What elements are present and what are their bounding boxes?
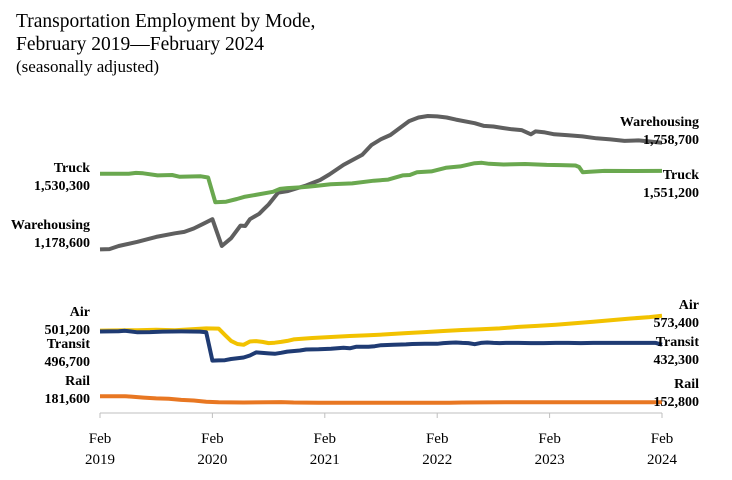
series-labels: Warehousing 1,178,600 Warehousing 1,758,700… (11, 115, 699, 410)
label-transit-end-name: Transit (656, 335, 700, 350)
label-rail-end-name: Rail (674, 377, 699, 392)
label-rail-end-value: 152,800 (654, 395, 700, 410)
chart-title: Transportation Employment by Mode, Febru… (16, 10, 315, 56)
label-warehousing-start-name: Warehousing (11, 218, 90, 233)
x-tick-label-month: Feb (314, 431, 337, 447)
label-truck-start-value: 1,530,300 (34, 179, 90, 194)
x-tick-label-year: 2021 (310, 452, 340, 468)
x-tick-label-month: Feb (651, 431, 674, 447)
series-line-air (99, 313, 663, 347)
x-tick-label-month: Feb (538, 431, 561, 447)
x-tick-label-year: 2023 (535, 452, 565, 468)
label-warehousing-end-value: 1,758,700 (643, 133, 699, 148)
series-line-transit (99, 328, 663, 363)
label-air-start-value: 501,200 (45, 323, 91, 338)
label-truck-end-name: Truck (663, 168, 700, 183)
label-rail-start-name: Rail (65, 374, 90, 389)
x-tick-label-year: 2022 (422, 452, 452, 468)
label-truck-start-name: Truck (54, 161, 91, 176)
label-transit-end-value: 432,300 (654, 353, 700, 368)
label-warehousing-start-value: 1,178,600 (34, 236, 90, 251)
label-transit-start-name: Transit (47, 337, 91, 352)
x-axis-ticks: Feb 2019 Feb 2020 Feb 2021 Feb 2022 Feb 2023 Feb 20… (85, 413, 678, 468)
x-tick-label-year: 2020 (197, 452, 227, 468)
x-tick-label-month: Feb (426, 431, 449, 447)
label-air-end-value: 573,400 (654, 316, 700, 331)
series-lines (99, 114, 663, 405)
x-tick-label-month: Feb (201, 431, 224, 447)
chart-title-line2: February 2019—February 2024 (16, 34, 265, 55)
label-transit-start-value: 496,700 (45, 355, 91, 370)
chart-subtitle: (seasonally adjusted) (16, 57, 160, 76)
chart-title-line1: Transportation Employment by Mode, (16, 11, 316, 32)
series-line-truck (100, 160, 663, 205)
series-line-rail (100, 394, 662, 405)
label-rail-start-value: 181,600 (45, 392, 91, 407)
label-warehousing-end-name: Warehousing (620, 115, 699, 130)
label-air-end-name: Air (679, 298, 699, 313)
label-air-start-name: Air (70, 305, 90, 320)
x-tick-label-year: 2019 (85, 452, 115, 468)
series-line-warehousing (99, 114, 663, 252)
x-tick-label-year: 2024 (647, 452, 678, 468)
x-tick-label-month: Feb (89, 431, 112, 447)
label-truck-end-value: 1,551,200 (643, 186, 699, 201)
